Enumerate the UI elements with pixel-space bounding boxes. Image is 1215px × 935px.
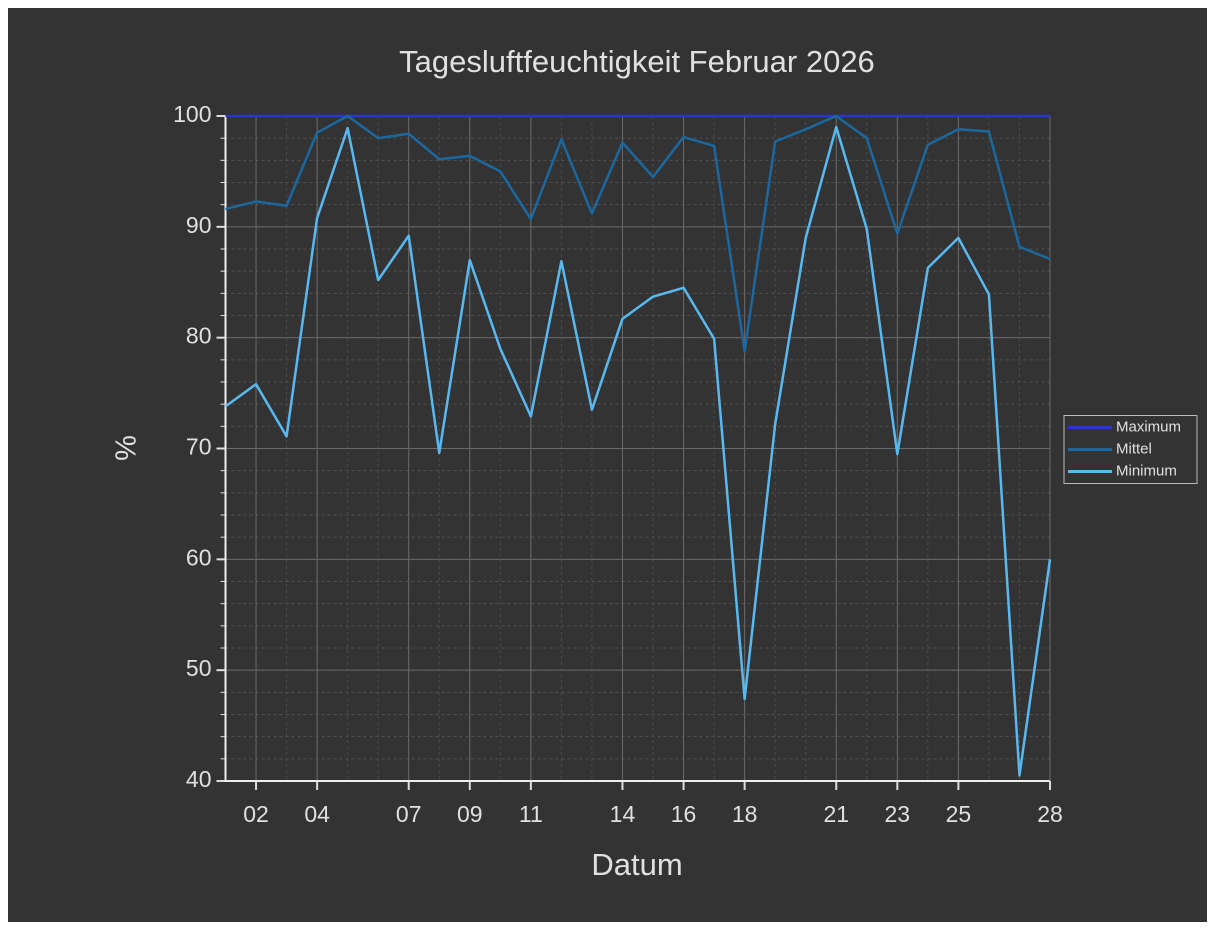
y-tick-label: 40 [186, 766, 212, 792]
x-tick-label: 21 [823, 801, 849, 827]
legend: Maximum Mittel Minimum [1063, 415, 1198, 484]
x-tick-label: 28 [1037, 801, 1063, 827]
x-tick-label: 11 [519, 801, 543, 827]
x-tick-label: 16 [671, 801, 697, 827]
y-tick-label: 50 [186, 655, 212, 681]
x-axis-label: Datum [591, 847, 682, 882]
y-tick-label: 90 [186, 212, 212, 238]
x-tick-label: 07 [396, 801, 422, 827]
legend-label: Mittel [1116, 440, 1152, 457]
x-tick-label: 23 [885, 801, 911, 827]
data-line [224, 125, 1052, 777]
legend-label: Minimum [1116, 462, 1177, 479]
x-tick-label: 25 [946, 801, 972, 827]
x-tick-label: 14 [610, 801, 636, 827]
x-tick-label: 09 [457, 801, 483, 827]
y-tick-label: 100 [173, 101, 211, 127]
chart-title: Tagesluftfeuchtigkeit Februar 2026 [399, 44, 875, 79]
y-tick-label: 60 [186, 544, 212, 570]
y-tick-label: 70 [186, 434, 212, 460]
x-tick-label: 02 [243, 801, 269, 827]
y-tick-label: 80 [186, 323, 212, 349]
legend-label: Maximum [1116, 418, 1181, 435]
x-tick-label: 04 [304, 801, 330, 827]
x-tick-label: 18 [732, 801, 758, 827]
data-line [225, 114, 1051, 353]
y-axis-label: % [111, 435, 143, 461]
